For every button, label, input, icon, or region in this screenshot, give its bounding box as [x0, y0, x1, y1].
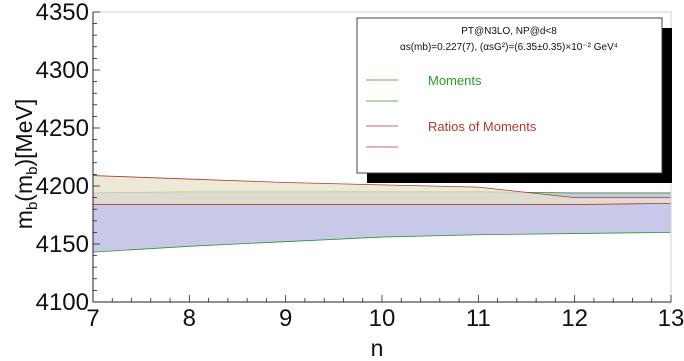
line-ratios-upper — [92, 175, 671, 199]
legend-line1: PT@N3LO, NP@d<8 — [461, 26, 557, 37]
y-axis-title-sub1: b — [24, 202, 41, 210]
legend-ratios-label: Ratios of Moments — [428, 119, 537, 134]
band-moments — [93, 191, 671, 253]
y-tick-label: 4100 — [36, 289, 89, 316]
y-tick-label: 4250 — [36, 115, 89, 142]
y-tick-label: 4350 — [36, 0, 89, 26]
y-tick-label: 4150 — [36, 231, 89, 258]
x-tick-label: 11 — [466, 305, 491, 332]
x-tick-label: 8 — [183, 305, 196, 332]
legend-line2: αs(mb)=0.227(7), (αsG²)=(6.35±0.35)×10⁻²… — [400, 42, 618, 53]
y-axis-title-main: m — [11, 210, 37, 229]
x-axis-title: n — [371, 335, 384, 361]
y-axis-title-mid: (m — [11, 175, 37, 202]
x-tick-label: 12 — [561, 305, 588, 332]
legend-moments-label: Moments — [428, 73, 482, 88]
y-axis-title-sub2: b — [24, 167, 41, 175]
x-tick-label: 9 — [279, 305, 292, 332]
band-ratios — [93, 175, 671, 205]
line-ratios-lower — [93, 203, 672, 205]
y-tick-label: 4300 — [36, 57, 89, 84]
bands — [92, 175, 672, 253]
legend: PT@N3LO, NP@d<8 αs(mb)=0.227(7), (αsG²)=… — [356, 17, 672, 183]
x-tick-label: 13 — [658, 305, 684, 332]
y-axis-title-end: )[MeV] — [11, 99, 37, 167]
axes — [92, 11, 672, 303]
ticks: 7 8 9 10 11 12 13 4100 4150 4200 4250 4300 4350 — [36, 0, 684, 332]
x-tick-label: 7 — [86, 305, 99, 332]
line-moments-lower — [92, 232, 672, 253]
x-tick-label: 10 — [369, 305, 396, 332]
legend-box — [356, 17, 663, 174]
y-axis-title: mb(mb)[MeV] — [11, 99, 41, 229]
y-tick-label: 4200 — [36, 173, 89, 200]
